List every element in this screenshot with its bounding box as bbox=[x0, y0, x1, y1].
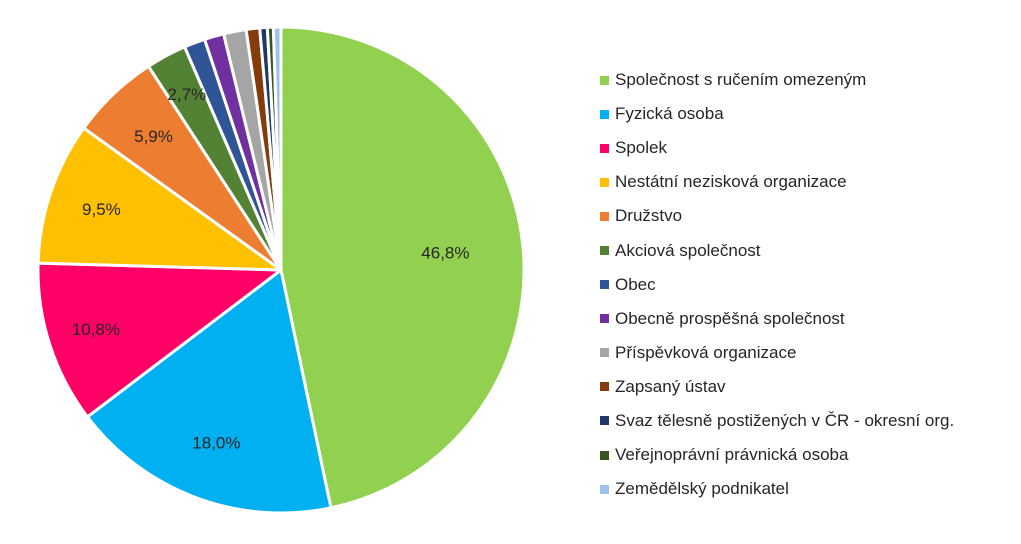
pie-slice bbox=[271, 25, 283, 272]
legend-label: Nestátní nezisková organizace bbox=[615, 172, 847, 192]
legend-label: Družstvo bbox=[615, 206, 683, 226]
legend-item: Zapsaný ústav bbox=[600, 370, 954, 404]
legend-swatch bbox=[600, 109, 609, 119]
pie-slices bbox=[36, 25, 526, 515]
legend-swatch bbox=[600, 280, 609, 290]
legend-swatch bbox=[600, 314, 609, 324]
legend-label: Akciová společnost bbox=[615, 240, 761, 260]
legend-swatch bbox=[600, 382, 609, 392]
legend-item: Zemědělský podnikatel bbox=[600, 472, 954, 506]
legend-item: Svaz tělesně postižených v ČR - okresní … bbox=[600, 404, 954, 438]
legend-label: Společnost s ručením omezeným bbox=[615, 70, 867, 90]
legend-swatch bbox=[600, 246, 609, 256]
legend-label: Příspěvková organizace bbox=[615, 342, 797, 362]
legend-item: Příspěvková organizace bbox=[600, 336, 954, 370]
legend-swatch bbox=[600, 177, 609, 187]
legend-swatch bbox=[600, 450, 609, 460]
legend-item: Spolek bbox=[600, 131, 954, 165]
legend-swatch bbox=[600, 211, 609, 221]
pie-data-labels: 46,8% 18,0% 10,8% 9,5% 5,9% 2,7% bbox=[72, 85, 470, 453]
legend-label: Obec bbox=[615, 274, 656, 294]
legend-item: Fyzická osoba bbox=[600, 97, 954, 131]
legend-label: Obecně prospěšná společnost bbox=[615, 308, 845, 328]
legend-item: Nestátní nezisková organizace bbox=[600, 165, 954, 199]
legend-swatch bbox=[600, 143, 609, 153]
legend-item: Obec bbox=[600, 268, 954, 302]
pie-data-label: 2,7% bbox=[167, 85, 206, 104]
legend-item: Veřejnoprávní právnická osoba bbox=[600, 438, 954, 472]
legend-item: Družstvo bbox=[600, 199, 954, 233]
legend-label: Fyzická osoba bbox=[615, 104, 724, 124]
pie-data-label: 10,8% bbox=[72, 320, 120, 339]
pie-slice bbox=[36, 261, 283, 419]
pie-slice bbox=[279, 25, 526, 510]
pie-data-label: 5,9% bbox=[134, 127, 173, 146]
legend-item: Obecně prospěšná společnost bbox=[600, 302, 954, 336]
legend-label: Svaz tělesně postižených v ČR - okresní … bbox=[615, 410, 955, 430]
legend-swatch bbox=[600, 75, 609, 85]
legend-label: Zapsaný ústav bbox=[615, 376, 726, 396]
legend-label: Zemědělský podnikatel bbox=[615, 479, 789, 499]
pie-data-label: 18,0% bbox=[192, 434, 240, 453]
legend-label: Veřejnoprávní právnická osoba bbox=[615, 445, 849, 465]
pie-data-label: 46,8% bbox=[421, 243, 469, 262]
pie-slice bbox=[85, 268, 333, 515]
pie-slice bbox=[36, 126, 283, 272]
pie-data-label: 9,5% bbox=[82, 200, 121, 219]
legend-swatch bbox=[600, 416, 609, 426]
legend-item: Akciová společnost bbox=[600, 233, 954, 267]
legend-swatch bbox=[600, 348, 609, 358]
legend: Společnost s ručením omezeným Fyzická oso… bbox=[600, 63, 954, 506]
legend-label: Spolek bbox=[615, 138, 667, 158]
legend-item: Společnost s ručením omezeným bbox=[600, 63, 954, 97]
legend-swatch bbox=[600, 484, 609, 494]
